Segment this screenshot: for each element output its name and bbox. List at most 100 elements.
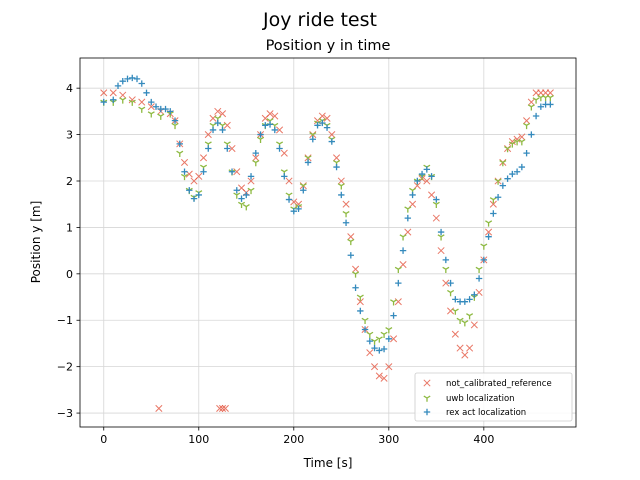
rex-point bbox=[509, 170, 516, 178]
rex-point bbox=[129, 74, 136, 82]
rex-point bbox=[300, 187, 307, 194]
uwb-point bbox=[475, 266, 483, 273]
rex-point bbox=[361, 326, 369, 333]
rex-point bbox=[100, 98, 107, 106]
x-tick-label: 200 bbox=[283, 433, 304, 446]
x-tick-label: 0 bbox=[100, 433, 107, 446]
reference-point bbox=[399, 260, 407, 269]
rex-point bbox=[252, 149, 259, 157]
y-tick-label: −3 bbox=[57, 407, 73, 420]
reference-point bbox=[337, 177, 345, 185]
uwb-point bbox=[546, 94, 554, 102]
rex-point bbox=[181, 168, 188, 175]
uwb-point bbox=[147, 111, 155, 118]
reference-point bbox=[366, 349, 374, 357]
y-axis-label: Position y [m] bbox=[29, 201, 43, 284]
reference-point bbox=[470, 321, 478, 329]
rex-point bbox=[385, 335, 393, 343]
rex-point bbox=[319, 119, 326, 127]
rex-point bbox=[167, 108, 174, 115]
rex-point bbox=[399, 247, 407, 254]
uwb-point bbox=[456, 317, 464, 325]
legend-label-rex: rex act localization bbox=[446, 408, 526, 418]
reference-point bbox=[252, 154, 260, 162]
rex-point bbox=[418, 170, 426, 178]
reference-point bbox=[423, 177, 431, 185]
rex-point bbox=[224, 145, 231, 152]
reference-point bbox=[356, 298, 364, 306]
uwb-point bbox=[489, 197, 497, 204]
reference-point bbox=[451, 330, 459, 338]
rex-point bbox=[162, 105, 169, 113]
rex-point bbox=[452, 296, 459, 303]
uwb-point bbox=[237, 201, 246, 209]
reference-point bbox=[352, 265, 360, 273]
rex-point bbox=[219, 126, 226, 134]
reference-point bbox=[461, 351, 469, 359]
uwb-point bbox=[442, 266, 450, 273]
rex-point bbox=[138, 80, 145, 87]
rex-point bbox=[304, 159, 312, 166]
rex-point bbox=[371, 344, 378, 352]
uwb-point bbox=[404, 206, 412, 213]
uwb-point bbox=[508, 141, 516, 148]
reference-point bbox=[456, 344, 464, 352]
uwb-point bbox=[337, 183, 345, 190]
reference-point bbox=[285, 177, 293, 185]
reference-point bbox=[216, 404, 224, 412]
reference-point bbox=[294, 200, 303, 208]
reference-point bbox=[271, 112, 279, 120]
reference-point bbox=[221, 404, 229, 412]
rex-point bbox=[390, 312, 397, 319]
reference-point bbox=[432, 214, 440, 222]
uwb-point bbox=[257, 136, 265, 144]
rex-point bbox=[333, 163, 340, 171]
reference-point bbox=[466, 344, 474, 352]
y-tick-label: 4 bbox=[66, 82, 73, 95]
reference-point bbox=[214, 107, 222, 115]
reference-point bbox=[413, 182, 421, 190]
chart-title: Position y in time bbox=[266, 38, 391, 54]
reference-point bbox=[155, 404, 163, 412]
uwb-point bbox=[180, 173, 189, 181]
legend-markers bbox=[423, 379, 431, 416]
reference-point bbox=[371, 363, 379, 371]
rex-point bbox=[200, 168, 207, 175]
plot-area bbox=[80, 58, 576, 427]
reference-point bbox=[280, 149, 288, 157]
rex-point bbox=[281, 173, 288, 180]
axis-ticks: 0 100 200 300 400 −3 −2 −1 0 1 2 3 4 bbox=[57, 82, 495, 446]
y-tick-label: 2 bbox=[66, 175, 73, 188]
reference-point bbox=[266, 110, 274, 118]
rex-point bbox=[190, 195, 198, 202]
rex-point bbox=[357, 307, 364, 315]
rex-point bbox=[338, 191, 345, 199]
rex-point bbox=[461, 298, 469, 305]
rex-point bbox=[480, 256, 488, 264]
rex-point bbox=[290, 207, 297, 215]
rex-point bbox=[404, 214, 412, 222]
uwb-point bbox=[447, 289, 455, 297]
legend-label-uwb: uwb localization bbox=[446, 394, 515, 404]
uwb-point bbox=[494, 178, 502, 185]
uwb-point bbox=[347, 238, 355, 246]
y-tick-label: 0 bbox=[66, 268, 73, 281]
reference-point bbox=[195, 172, 203, 180]
reference-point bbox=[100, 89, 108, 97]
reference-point bbox=[527, 98, 535, 106]
legend-marker-uwb bbox=[423, 395, 431, 402]
rex-point bbox=[143, 89, 150, 97]
rex-point bbox=[523, 149, 530, 157]
rex-point bbox=[466, 296, 473, 303]
rex-point bbox=[328, 138, 336, 145]
reference-point bbox=[428, 191, 436, 199]
rex-point bbox=[238, 195, 245, 202]
rex-point bbox=[243, 191, 250, 199]
rex-point bbox=[504, 175, 511, 182]
reference-point bbox=[332, 154, 341, 162]
uwb-point bbox=[176, 150, 184, 157]
rex-point bbox=[442, 256, 450, 264]
uwb-point bbox=[375, 336, 383, 343]
rex-point bbox=[471, 291, 478, 298]
